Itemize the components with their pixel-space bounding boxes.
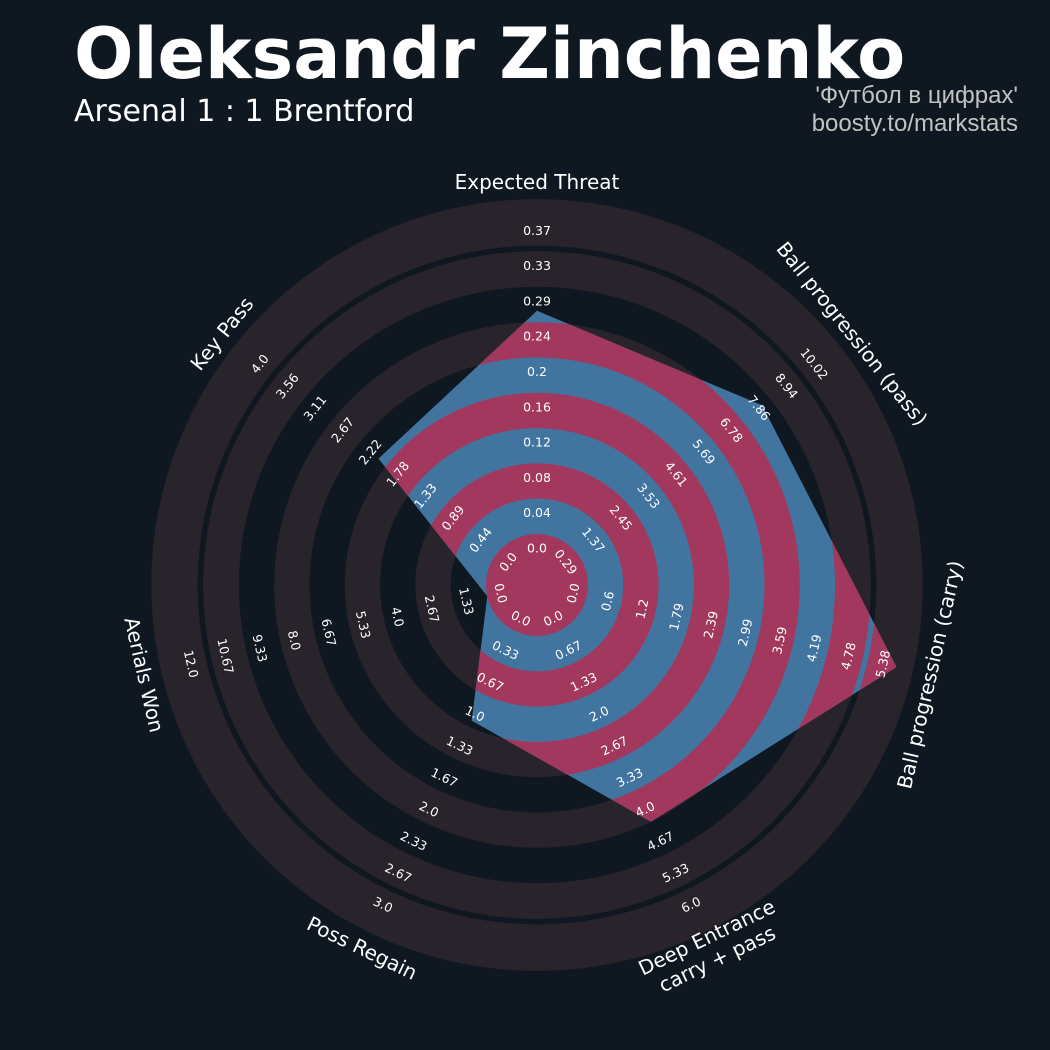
credit-line-2: boosty.to/markstats	[811, 110, 1018, 137]
tick-label: 0.33	[523, 258, 551, 273]
tick-label: 2.99	[735, 617, 756, 648]
tick-label: 0.0	[491, 582, 510, 605]
tick-label: 1.33	[456, 586, 477, 616]
chart-subtitle: Arsenal 1 : 1 Brentford	[74, 94, 415, 129]
player-bands	[378, 310, 897, 822]
tick-label: 9.33	[250, 633, 271, 663]
tick-label: 0.12	[523, 435, 551, 450]
tick-label: 12.0	[181, 649, 202, 680]
tick-label: 0.24	[523, 329, 551, 344]
tick-label: 0.08	[523, 470, 551, 485]
tick-label: 6.67	[318, 617, 339, 647]
tick-label: 2.67	[422, 594, 443, 624]
tick-label: 5.33	[353, 609, 374, 639]
tick-label: 0.2	[527, 364, 547, 379]
tick-label: 0.29	[523, 293, 551, 308]
tick-label: 3.59	[769, 625, 790, 656]
tick-label: 8.0	[285, 629, 304, 652]
tick-label: 4.78	[838, 641, 859, 672]
tick-label: 0.04	[523, 505, 551, 520]
tick-label: 0.6	[598, 590, 617, 613]
player-band	[486, 534, 588, 636]
param-label: Expected Threat	[455, 170, 620, 194]
tick-label: 0.16	[523, 399, 551, 414]
tick-label: 0.0	[564, 582, 583, 605]
tick-label: 2.33	[398, 828, 430, 854]
tick-label: 2.39	[700, 609, 721, 640]
credit-line-1: 'Футбол в цифрах'	[815, 82, 1018, 109]
tick-label: 0.0	[527, 541, 547, 556]
chart-title: Oleksandr Zinchenko	[74, 13, 906, 95]
tick-label: 4.0	[388, 605, 407, 628]
tick-label: 1.79	[666, 602, 687, 633]
tick-label: 5.38	[872, 649, 893, 680]
tick-label: 4.67	[645, 828, 677, 854]
tick-label: 0.37	[523, 223, 551, 238]
tick-label: 1.2	[632, 598, 651, 621]
player-layer	[378, 310, 897, 822]
tick-label: 1.67	[429, 765, 461, 791]
tick-label: 4.19	[804, 633, 825, 664]
param-label-line: Expected Threat	[455, 170, 620, 194]
